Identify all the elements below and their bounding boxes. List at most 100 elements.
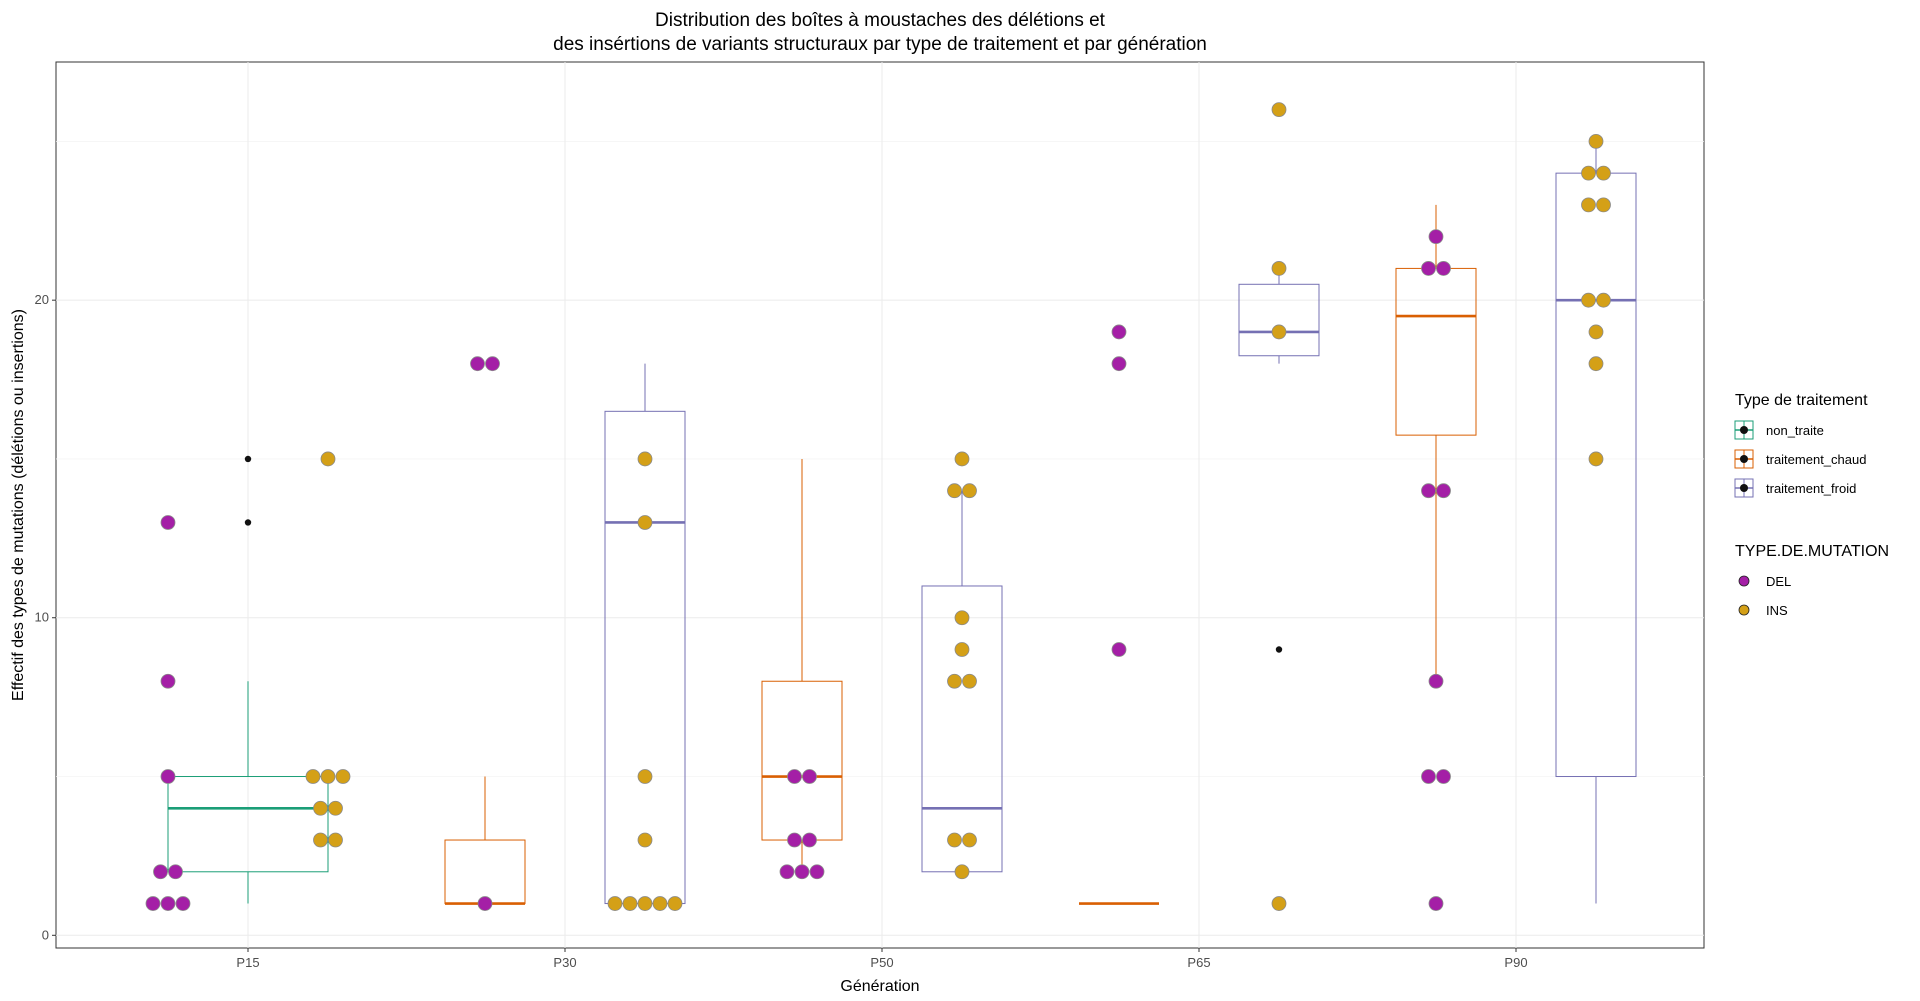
- points-layer: [145, 102, 1611, 911]
- point-ins: [607, 896, 623, 911]
- point-ins: [320, 451, 336, 467]
- point-ins: [652, 896, 668, 911]
- point-ins: [947, 832, 962, 848]
- point-ins: [954, 610, 970, 626]
- point-del: [787, 832, 802, 848]
- legend: Type de traitement non_traite traitement_c…: [1734, 392, 1889, 618]
- point-ins: [1271, 102, 1287, 118]
- point-del: [160, 673, 176, 689]
- point-del: [153, 864, 168, 880]
- point-del: [1111, 324, 1127, 340]
- point-ins: [1596, 165, 1611, 181]
- box-P50-traitement_froid: [921, 490, 1003, 873]
- point-ins: [1588, 451, 1604, 467]
- point-ins: [637, 451, 653, 467]
- point-del: [1421, 483, 1436, 499]
- outlier-point: [1275, 646, 1283, 653]
- legend-label: DEL: [1766, 574, 1791, 589]
- point-del: [1436, 261, 1451, 276]
- point-ins: [313, 832, 328, 848]
- point-ins: [1271, 261, 1287, 276]
- point-ins: [637, 769, 653, 784]
- legend-key-point: [1740, 426, 1748, 434]
- point-ins: [1588, 133, 1604, 149]
- point-del: [787, 769, 802, 784]
- point-ins: [667, 896, 683, 911]
- point-del: [802, 769, 817, 784]
- point-del: [477, 896, 493, 911]
- point-del: [1421, 769, 1436, 784]
- point-del: [168, 864, 183, 880]
- point-ins: [1271, 324, 1287, 340]
- point-del: [1111, 642, 1127, 657]
- point-ins: [637, 515, 653, 530]
- point-ins: [1581, 292, 1596, 308]
- point-ins: [1596, 197, 1611, 213]
- point-ins: [1581, 197, 1596, 213]
- point-ins: [1588, 324, 1604, 340]
- point-ins: [947, 673, 962, 689]
- box-body: [1238, 283, 1320, 357]
- point-ins: [637, 896, 653, 911]
- point-ins: [328, 800, 343, 816]
- box-P90-traitement_froid: [1555, 141, 1637, 904]
- point-del: [145, 896, 161, 911]
- point-del: [160, 896, 176, 911]
- x-tick-label: P90: [1504, 955, 1527, 970]
- point-del: [779, 864, 795, 880]
- point-del: [175, 896, 191, 911]
- point-ins: [305, 769, 321, 784]
- point-del: [1428, 896, 1444, 911]
- point-del: [794, 864, 810, 880]
- point-ins: [954, 451, 970, 467]
- box-body: [761, 680, 843, 841]
- point-del: [1436, 483, 1451, 499]
- box-P90-traitement_chaud: [1395, 204, 1477, 682]
- legend-key-point: [1738, 575, 1750, 587]
- axis-ticks: 0 10 20 P15 P30 P50 P65 P90: [35, 292, 1528, 970]
- point-ins: [637, 832, 653, 848]
- point-ins: [962, 832, 977, 848]
- legend-title: Type de traitement: [1735, 392, 1868, 409]
- y-tick-label: 20: [35, 292, 49, 307]
- box-P15-non_traite: [167, 455, 329, 904]
- legend-label: traitement_chaud: [1766, 452, 1866, 467]
- outlier-point: [244, 519, 252, 526]
- point-del: [1421, 261, 1436, 276]
- box-body: [1395, 267, 1477, 436]
- point-del: [160, 515, 176, 530]
- legend-key-point: [1738, 604, 1750, 616]
- point-del: [470, 356, 485, 372]
- point-del: [1111, 356, 1127, 372]
- point-del: [160, 769, 176, 784]
- point-ins: [622, 896, 638, 911]
- y-tick-label: 10: [35, 610, 49, 625]
- point-ins: [1596, 292, 1611, 308]
- point-del: [1428, 673, 1444, 689]
- box-body: [167, 776, 329, 873]
- x-tick-label: P30: [553, 955, 576, 970]
- point-del: [809, 864, 825, 880]
- point-del: [1436, 769, 1451, 784]
- legend-label: INS: [1766, 603, 1788, 618]
- point-ins: [947, 483, 962, 499]
- point-ins: [962, 673, 977, 689]
- legend-key-point: [1740, 484, 1748, 492]
- chart-title-line-1: Distribution des boîtes à moustaches des…: [655, 10, 1106, 31]
- y-axis-title: Effectif des types de mutations (délétio…: [10, 309, 27, 701]
- legend-label: non_traite: [1766, 423, 1824, 438]
- point-ins: [1581, 165, 1596, 181]
- point-ins: [335, 769, 351, 784]
- y-tick-label: 0: [42, 927, 49, 942]
- point-del: [485, 356, 500, 372]
- point-ins: [962, 483, 977, 499]
- box-P50-traitement_chaud: [761, 458, 843, 872]
- x-tick-label: P65: [1187, 955, 1210, 970]
- chart-title-line-2: des insértions de variants structuraux p…: [553, 34, 1207, 55]
- x-axis-title: Génération: [840, 978, 919, 995]
- point-del: [1428, 229, 1444, 245]
- point-ins: [328, 832, 343, 848]
- legend-key-point: [1740, 455, 1748, 463]
- point-ins: [313, 800, 328, 816]
